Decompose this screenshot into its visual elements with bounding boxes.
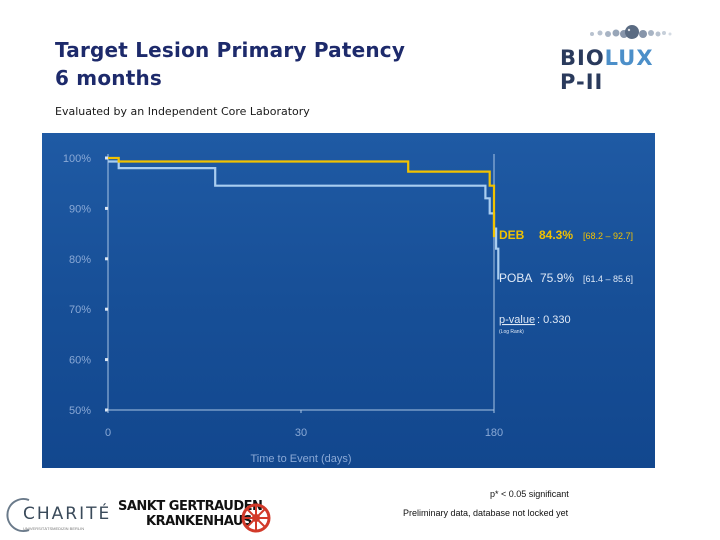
y-tick-mark bbox=[105, 206, 108, 210]
data-label-deb-ci: [68.2 – 92.7] bbox=[583, 231, 633, 241]
data-label-poba-ci: [61.4 – 85.6] bbox=[583, 274, 633, 284]
biolux-wordmark: BIOLUX P-II bbox=[560, 46, 654, 94]
legend-label-deb: DEB bbox=[499, 228, 525, 242]
chart-panel: 100% 90% 80% 70% 60% 50% 0 30 180 Time to Event (… bbox=[42, 133, 655, 468]
title-line-1: Target Lesion Primary Patency bbox=[55, 38, 406, 62]
y-tick-label: 80% bbox=[69, 254, 91, 266]
charite-arc-icon bbox=[6, 498, 30, 532]
y-tick-label: 70% bbox=[69, 304, 91, 316]
km-chart: 100% 90% 80% 70% 60% 50% 0 30 180 Time to Event (… bbox=[63, 153, 633, 465]
slide-title: Target Lesion Primary Patency 6 months bbox=[55, 36, 405, 92]
pvalue-method: (Log Rank) bbox=[499, 329, 524, 335]
biolux-logo: BIOLUX P-II bbox=[560, 22, 680, 94]
pvalue-value: : 0.330 bbox=[537, 314, 571, 326]
legend-label-poba: POBA bbox=[499, 271, 532, 285]
data-label-deb-value: 84.3% bbox=[539, 228, 573, 242]
x-tick-label: 180 bbox=[485, 427, 503, 439]
y-tick-mark bbox=[105, 358, 108, 362]
subtitle: Evaluated by an Independent Core Laborat… bbox=[55, 105, 310, 118]
y-tick-label: 50% bbox=[69, 405, 91, 417]
y-tick-mark bbox=[105, 307, 108, 311]
footnote-significance: p* < 0.05 significant bbox=[490, 489, 569, 499]
title-line-2: 6 months bbox=[55, 66, 163, 90]
y-tick-label: 90% bbox=[69, 203, 91, 215]
data-label-poba-value: 75.9% bbox=[540, 271, 574, 285]
pvalue-label: p-value bbox=[499, 314, 535, 326]
x-tick-label: 30 bbox=[295, 427, 307, 439]
footnote-preliminary: Preliminary data, database not locked ye… bbox=[403, 508, 569, 518]
series-line-poba bbox=[108, 160, 500, 280]
wheel-emblem-icon bbox=[241, 503, 271, 533]
x-axis-label: Time to Event (days) bbox=[250, 453, 351, 465]
y-tick-mark bbox=[105, 408, 108, 412]
y-tick-label: 60% bbox=[69, 355, 91, 367]
y-tick-label: 100% bbox=[63, 153, 91, 165]
x-tick-label: 0 bbox=[105, 427, 111, 439]
sankt-gertrauden-logo: SANKT GERTRAUDEN KRANKENHAUS bbox=[118, 499, 263, 529]
molecule-dots-icon bbox=[590, 25, 672, 39]
y-tick-mark bbox=[105, 156, 108, 160]
charite-logo: CHARITÉ UNIVERSITÄTSMEDIZIN BERLIN bbox=[5, 492, 113, 538]
y-tick-mark bbox=[105, 257, 108, 261]
series-line-deb bbox=[108, 156, 496, 238]
